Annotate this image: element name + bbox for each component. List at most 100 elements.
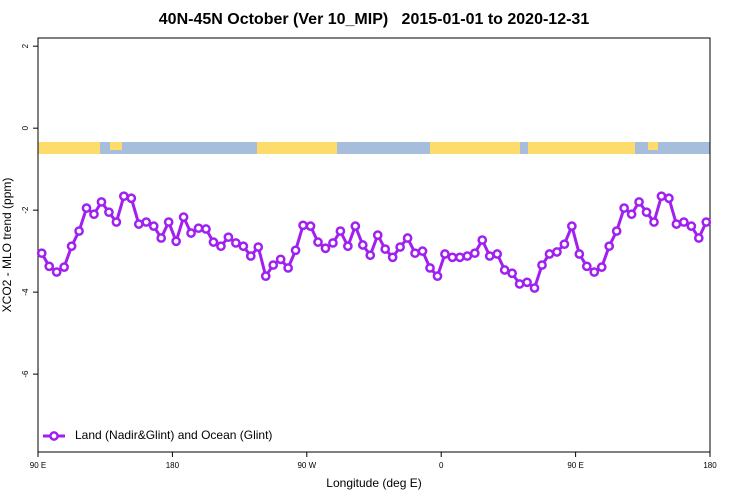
data-point <box>119 191 129 202</box>
y-tick-label: 0 <box>21 125 30 130</box>
data-point <box>216 241 226 252</box>
data-point <box>141 217 152 227</box>
data-point <box>223 232 234 243</box>
data-point <box>320 243 331 254</box>
data-point <box>171 236 181 247</box>
data-point <box>596 262 607 272</box>
data-point <box>679 217 689 227</box>
data-point <box>387 252 398 263</box>
data-point <box>365 250 376 261</box>
data-point <box>469 248 480 259</box>
data-point <box>96 197 107 207</box>
data-point <box>133 219 144 229</box>
series-line <box>40 194 708 291</box>
legend-label: Land (Nadir&Glint) and Ocean (Glint) <box>75 428 272 442</box>
data-point <box>417 246 428 256</box>
data-point <box>395 242 405 252</box>
data-point <box>343 241 353 252</box>
data-point <box>357 240 368 250</box>
data-point <box>604 241 615 252</box>
data-point <box>402 233 413 243</box>
data-point <box>514 279 525 289</box>
y-tick-label: -2 <box>21 206 30 214</box>
data-point <box>641 207 652 218</box>
land-ocean-band <box>38 142 710 154</box>
data-point <box>111 217 122 227</box>
x-tick-label: 90 E <box>30 461 46 470</box>
data-point <box>59 262 69 272</box>
x-tick-label: 90 E <box>567 461 583 470</box>
data-point <box>231 238 241 248</box>
data-point <box>462 251 473 261</box>
data-point <box>537 260 547 270</box>
data-point <box>634 197 644 207</box>
data-point <box>268 260 279 270</box>
data-point <box>447 252 458 263</box>
data-point <box>611 226 622 236</box>
data-point <box>260 271 271 282</box>
data-point <box>492 249 503 259</box>
data-point <box>126 193 137 204</box>
data-point <box>544 249 555 259</box>
data-point <box>275 254 286 265</box>
data-point <box>581 261 592 272</box>
data-point <box>104 207 114 218</box>
y-tick-label: -4 <box>21 288 30 296</box>
data-point <box>552 247 562 257</box>
x-tick-label: 180 <box>703 461 717 470</box>
data-point <box>253 242 264 252</box>
data-point <box>589 267 600 277</box>
data-point <box>208 237 219 247</box>
data-point <box>440 249 450 259</box>
data-point <box>245 251 256 261</box>
data-point <box>477 235 488 245</box>
plot-frame <box>37 37 711 453</box>
data-point <box>664 193 674 204</box>
data-point <box>193 223 204 234</box>
data-point <box>298 220 308 231</box>
data-point <box>484 251 495 261</box>
chart-title: 40N-45N October (Ver 10_MIP) 2015-01-01 … <box>159 11 590 28</box>
data-point <box>619 203 629 213</box>
data-point <box>372 230 383 241</box>
legend-marker <box>49 431 59 441</box>
data-point <box>425 263 435 273</box>
x-axis-label: Longitude (deg E) <box>326 476 421 490</box>
data-point <box>36 248 47 259</box>
data-point <box>686 221 697 231</box>
data-point <box>380 244 391 254</box>
data-point <box>410 248 420 259</box>
data-point <box>693 233 704 243</box>
data-point <box>559 239 570 250</box>
data-point <box>522 277 532 288</box>
data-point <box>156 233 167 243</box>
x-tick-label: 90 W <box>297 461 316 470</box>
y-tick-label: -6 <box>21 370 30 378</box>
data-point <box>350 221 361 231</box>
data-point <box>432 271 443 282</box>
data-point <box>574 249 585 259</box>
data-point <box>178 212 189 222</box>
x-tick-label: 0 <box>439 461 444 470</box>
data-point <box>201 224 211 234</box>
data-point <box>656 191 667 202</box>
data-point <box>328 238 338 248</box>
data-point <box>66 241 77 252</box>
data-point <box>283 263 293 273</box>
data-point <box>335 226 346 236</box>
data-point <box>455 252 465 263</box>
data-point <box>649 217 659 227</box>
data-point <box>305 221 316 231</box>
data-point <box>148 221 159 231</box>
data-point <box>529 283 540 293</box>
data-point <box>313 237 323 247</box>
data-point <box>626 209 637 220</box>
data-point <box>89 209 99 220</box>
y-tick-label: 2 <box>21 43 30 48</box>
data-point <box>81 203 92 213</box>
data-point <box>186 228 196 238</box>
data-point <box>671 219 682 229</box>
data-point <box>290 245 301 256</box>
data-point <box>163 217 174 227</box>
